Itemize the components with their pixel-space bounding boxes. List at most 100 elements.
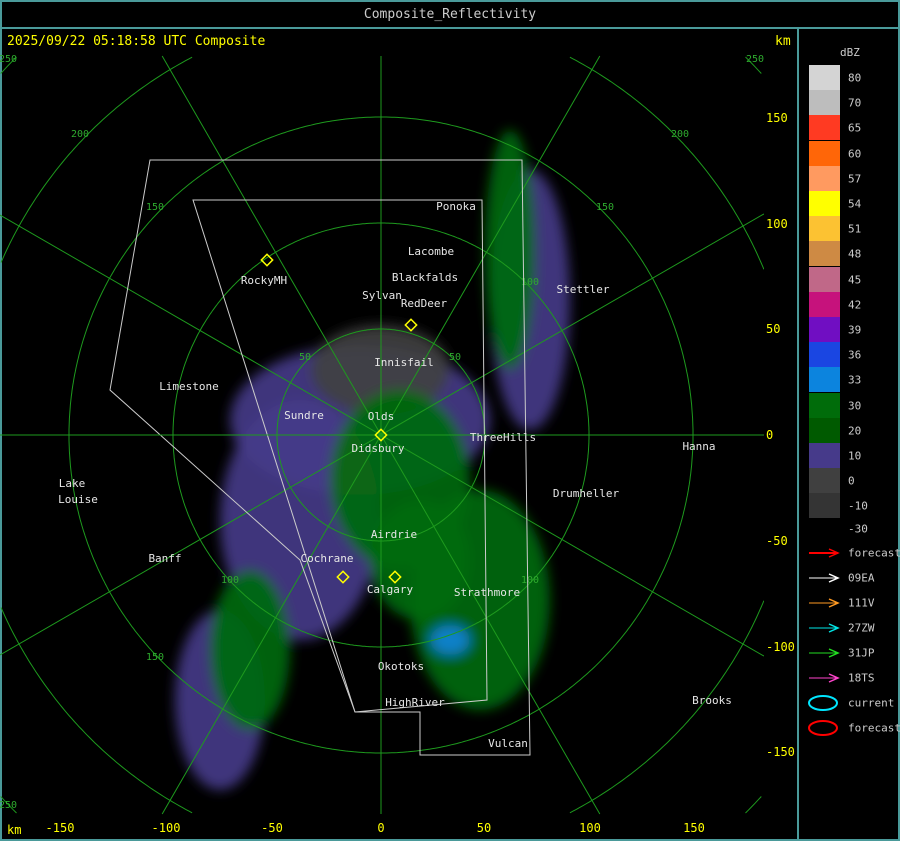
legend-swatch (809, 216, 840, 242)
city-label: Hanna (682, 440, 715, 453)
legend-swatch (809, 443, 840, 468)
legend-track-label: 18TS (848, 671, 875, 685)
arrow-icon (809, 548, 840, 558)
legend-level-label: 42 (848, 298, 862, 312)
legend-swatch (809, 65, 840, 90)
range-ring (569, 600, 764, 814)
legend-swatch (809, 191, 840, 216)
range-ring-label: 150 (146, 202, 164, 213)
x-tick-label: -50 (261, 821, 283, 835)
legend-track-label: 31JP (848, 646, 875, 660)
city-label: Brooks (692, 694, 732, 707)
arrow-icon (809, 648, 840, 658)
range-ring (569, 56, 764, 270)
legend-swatch (809, 266, 840, 292)
window-title: Composite_Reflectivity (363, 7, 537, 22)
legend-track-label: forecast (848, 721, 900, 735)
range-ring (745, 796, 762, 814)
range-ring-label: 250 (746, 55, 764, 65)
y-tick-label: -150 (766, 745, 795, 759)
city-label: Louise (58, 493, 98, 506)
legend-track-label: 111V (848, 596, 875, 610)
legend-level-label: 10 (848, 449, 862, 463)
legend-swatch (809, 367, 840, 393)
range-ring (0, 56, 193, 263)
legend-panel (797, 27, 900, 841)
city-label: Limestone (159, 380, 219, 393)
legend-level-label: 30 (848, 399, 862, 413)
legend-swatch (809, 90, 840, 116)
legend-level-label: 20 (848, 424, 862, 438)
legend-level-label: 54 (848, 197, 862, 211)
legend-swatch (809, 493, 840, 519)
km-unit-label-bottom: km (7, 823, 22, 837)
range-ring (0, 56, 17, 74)
city-label: Calgary (367, 583, 414, 596)
range-ring (0, 607, 193, 814)
legend-track-label: 09EA (848, 571, 875, 585)
city-label: Ponoka (436, 200, 476, 213)
legend-swatch (809, 165, 840, 191)
range-ring-label: 250 (0, 800, 17, 811)
legend-swatch (809, 392, 840, 418)
city-label: Didsbury (352, 442, 405, 455)
legend-track-label: 27ZW (848, 621, 875, 635)
range-ring-label: 100 (221, 575, 239, 586)
y-tick-label: 0 (766, 428, 774, 442)
legend-swatch (809, 140, 840, 166)
legend-level-label: 36 (848, 348, 862, 362)
reflectivity-echoes (175, 130, 570, 790)
legend-level-label: -30 (848, 522, 868, 536)
city-label: Innisfail (374, 356, 434, 369)
echo-region (210, 570, 290, 730)
legend-swatch (809, 317, 840, 342)
legend-title: dBZ (840, 46, 860, 59)
radar-site-icon[interactable] (388, 570, 402, 584)
city-label: Vulcan (488, 737, 528, 750)
city-label: Airdrie (371, 528, 417, 541)
legend-level-label: 51 (848, 222, 862, 236)
radial-line (0, 213, 764, 656)
arrow-icon (809, 573, 840, 583)
city-label: Sylvan (362, 289, 402, 302)
radar-map[interactable]: 50 50 100 100 100 150 150 150 200 200 250 250 250 Po… (0, 55, 764, 815)
city-label: Blackfalds (392, 271, 458, 284)
legend-swatch (809, 468, 840, 494)
radar-site-icon[interactable] (404, 318, 418, 332)
range-ring (0, 796, 17, 814)
x-tick-label: -100 (151, 821, 181, 835)
radar-site-icon[interactable] (336, 570, 350, 584)
legend-track-label: current (848, 696, 895, 710)
city-label: Drumheller (553, 487, 620, 500)
city-label: RedDeer (401, 297, 448, 310)
subdomain-boundary (192, 199, 488, 713)
x-tick-label: 0 (377, 821, 385, 835)
city-label: Okotoks (378, 660, 424, 673)
legend-level-label: 0 (848, 474, 855, 488)
y-tick-label: 100 (766, 217, 788, 231)
echo-region (485, 130, 535, 370)
legend-level-label: 48 (848, 247, 862, 261)
x-tick-label: 100 (579, 821, 601, 835)
city-label: Lake (59, 477, 86, 490)
ellipse-icon (808, 695, 838, 711)
city-label: Banff (148, 552, 181, 565)
x-tick-label: 150 (683, 821, 705, 835)
county-borders (0, 159, 764, 756)
radar-site-icon[interactable] (374, 428, 388, 442)
range-ring-label: 200 (671, 129, 689, 140)
km-unit-label: km (775, 34, 791, 49)
y-tick-label: -100 (766, 640, 795, 654)
x-tick-label: -150 (45, 821, 75, 835)
arrow-icon (809, 623, 840, 633)
city-label: HighRiver (385, 696, 445, 709)
legend-swatch (809, 342, 840, 368)
legend-level-label: 57 (848, 172, 862, 186)
city-label: Sundre (284, 409, 324, 422)
timestamp-label: 2025/09/22 05:18:58 UTC Composite (7, 34, 266, 49)
radar-site-icon[interactable] (260, 253, 274, 267)
y-tick-label: -50 (766, 534, 788, 548)
legend-level-label: 60 (848, 147, 862, 161)
city-label: Olds (368, 410, 395, 423)
